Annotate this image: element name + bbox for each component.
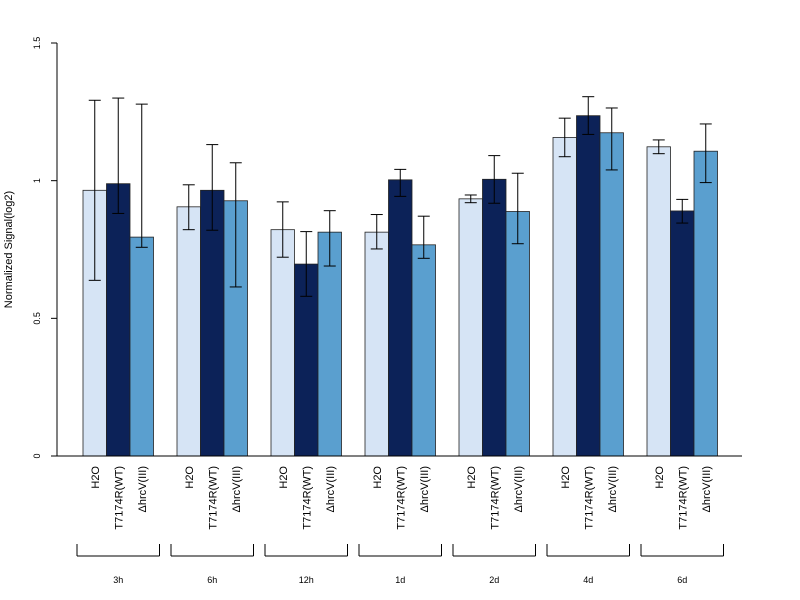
bar-3h-2 [129,236,154,457]
group-label: 12h [299,575,314,585]
category-label: H2O [560,466,572,489]
bar-4d-2 [599,132,624,457]
category-label: T7174R(WT) [677,466,689,530]
group-label: 4d [583,575,593,585]
y-tick-label: 0.5 [32,312,42,325]
y-tick-label: 0 [32,453,42,458]
group-label: 2d [489,575,499,585]
group-label: 6d [677,575,687,585]
group-label: 1d [395,575,405,585]
category-label: ΔhrcV(III) [231,466,243,512]
y-axis-label: Normalized Signal(log2) [3,191,15,308]
group-label: 6h [207,575,217,585]
bar-1d-1 [388,179,413,457]
category-label: T7174R(WT) [489,466,501,530]
category-label: T7174R(WT) [583,466,595,530]
category-label: T7174R(WT) [113,466,125,530]
bar-4d-1 [576,115,601,457]
bar-6d-2 [693,150,718,457]
bar-2d-2 [505,211,530,457]
category-label: ΔhrcV(III) [513,466,525,512]
category-label: T7174R(WT) [207,466,219,530]
bar-6d-0 [646,146,671,457]
bar-6h-0 [176,206,201,457]
category-label: H2O [372,466,384,489]
bar-2d-0 [458,198,483,457]
bar-12h-0 [270,229,295,457]
bar-1d-2 [411,244,436,457]
category-label: H2O [278,466,290,489]
category-label: T7174R(WT) [301,466,313,530]
bar-3h-1 [106,183,131,457]
category-label: ΔhrcV(III) [419,466,431,512]
group-label: 3h [113,575,123,585]
y-tick-label: 1.5 [32,37,42,50]
bar-6d-1 [670,210,695,457]
bar-2d-1 [482,178,507,457]
category-label: T7174R(WT) [395,466,407,530]
category-label: ΔhrcV(III) [607,466,619,512]
category-label: H2O [654,466,666,489]
category-label: H2O [90,466,102,489]
bar-4d-0 [552,137,577,457]
category-label: ΔhrcV(III) [701,466,713,512]
category-label: ΔhrcV(III) [137,466,149,512]
category-label: H2O [184,466,196,489]
bar-1d-0 [364,231,389,457]
y-tick-label: 1 [32,178,42,183]
category-label: ΔhrcV(III) [325,466,337,512]
category-label: H2O [466,466,478,489]
